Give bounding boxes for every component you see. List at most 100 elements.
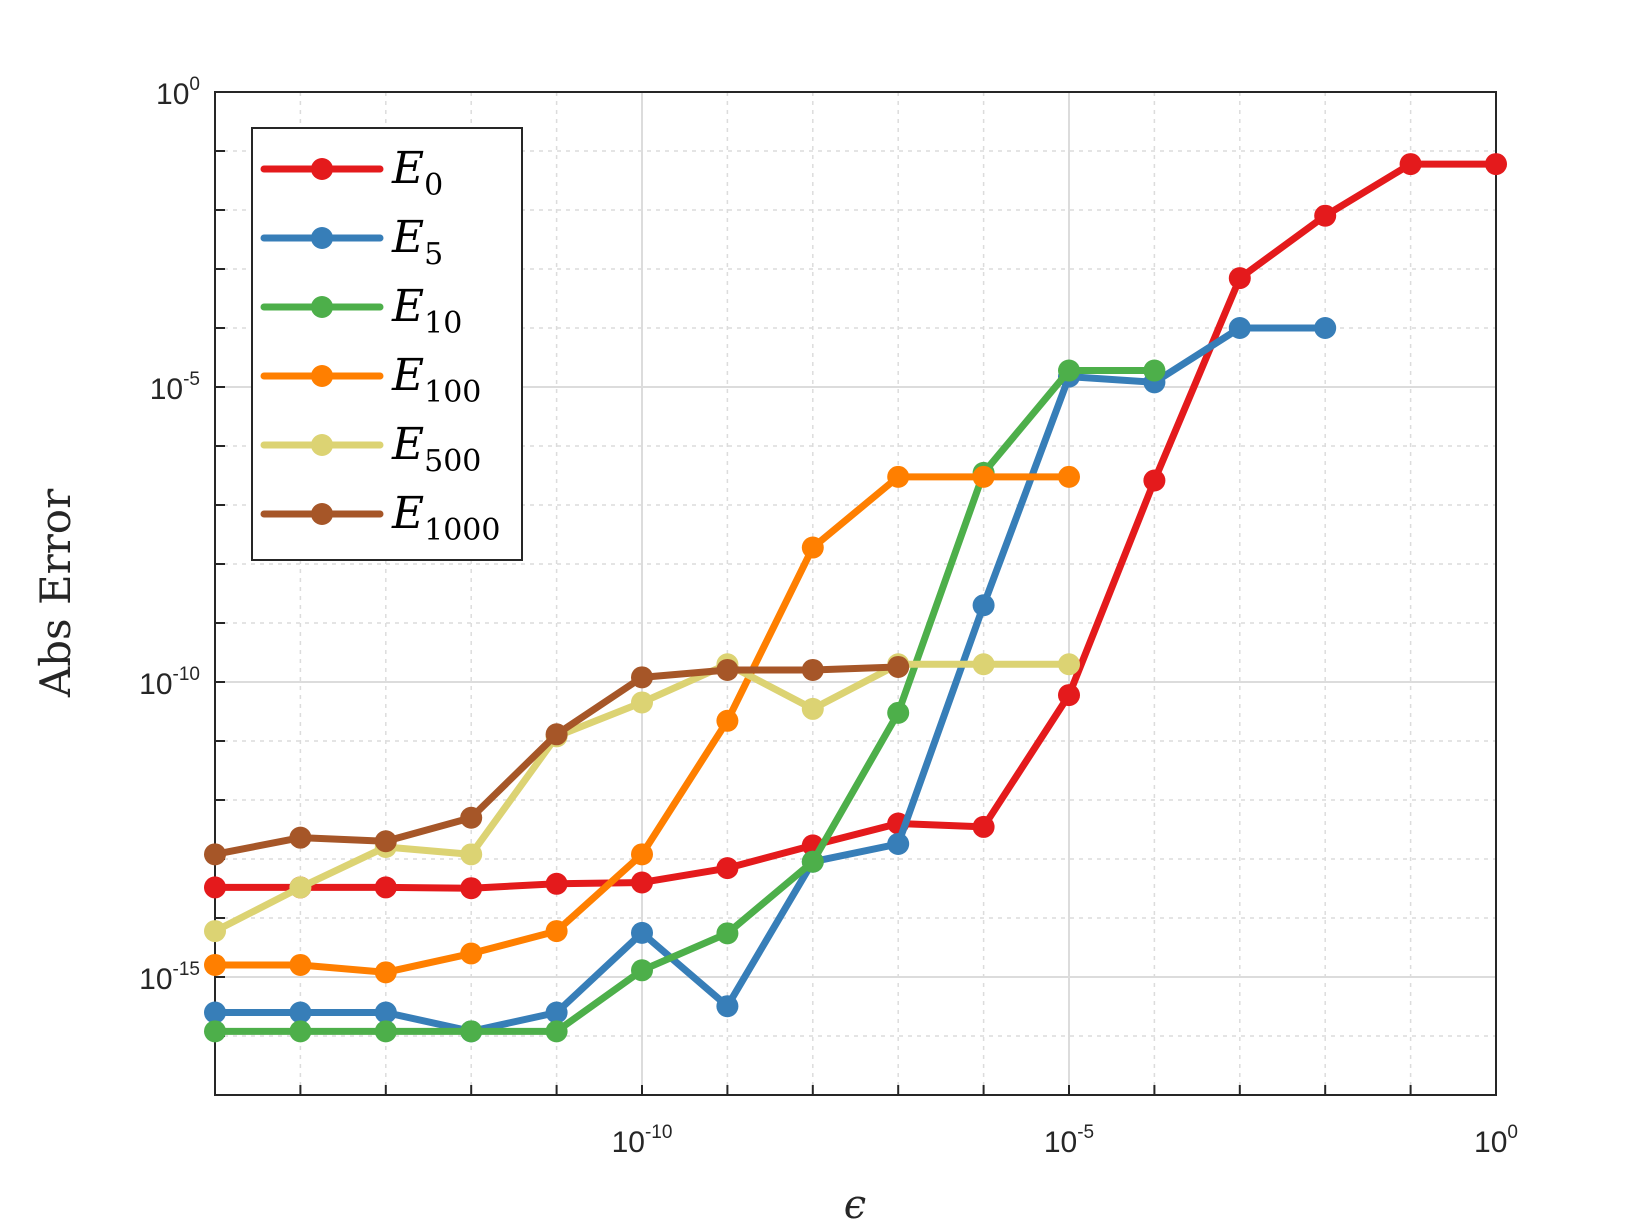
- data-point: [460, 942, 483, 965]
- data-point: [460, 843, 483, 866]
- data-point: [801, 850, 824, 873]
- data-point: [972, 815, 995, 838]
- axes-layer: 10-10 10-5 100 10-15 10-10 10-5 100: [139, 74, 1518, 1159]
- data-point: [545, 920, 568, 943]
- data-point: [1228, 267, 1251, 290]
- data-point: [887, 832, 910, 855]
- data-point: [1228, 317, 1251, 339]
- legend: E0 E5 E10 E100 E500 E1000: [251, 127, 523, 561]
- data-point: [631, 666, 653, 689]
- data-point: [289, 826, 312, 849]
- data-point: [631, 921, 653, 944]
- data-point: [374, 1001, 397, 1024]
- legend-swatch-marker: [311, 227, 333, 249]
- x-tick-label: 100: [1474, 1122, 1518, 1159]
- series-5: [204, 317, 1337, 1043]
- data-point: [1399, 153, 1422, 176]
- data-point: [716, 857, 739, 880]
- data-point: [801, 658, 824, 681]
- data-point: [1058, 465, 1080, 488]
- data-point: [289, 1020, 312, 1043]
- data-point: [716, 658, 739, 681]
- legend-swatch-marker: [311, 296, 333, 318]
- series-line: [211, 160, 1500, 892]
- data-point: [460, 1020, 483, 1043]
- data-point: [1058, 653, 1080, 676]
- legend-item-0: E0: [260, 143, 443, 203]
- y-tick-label: 10-10: [139, 664, 200, 701]
- x-tick-label: 10-10: [612, 1122, 673, 1159]
- data-point: [1058, 359, 1080, 382]
- legend-label: E5: [391, 212, 443, 272]
- data-point: [887, 701, 910, 724]
- data-point: [631, 871, 653, 894]
- legend-swatch-marker: [311, 158, 333, 180]
- y-tick-label: 100: [156, 74, 200, 111]
- plot-frame: [214, 91, 1497, 1096]
- data-point: [204, 953, 226, 976]
- data-point: [204, 1001, 226, 1024]
- data-point: [631, 843, 653, 866]
- data-point: [1058, 684, 1080, 707]
- legend-item-100: E100: [260, 350, 481, 410]
- legend-box: [251, 127, 523, 561]
- data-point: [716, 709, 739, 732]
- data-point: [631, 691, 653, 714]
- data-point: [204, 876, 226, 899]
- y-tick-label: 10-5: [150, 369, 200, 406]
- data-point: [1314, 204, 1337, 227]
- series-100: [204, 465, 1080, 984]
- y-axis-label: Abs Error: [31, 488, 80, 698]
- y-tick-label: 10-15: [139, 959, 200, 996]
- x-tick-label: 10-5: [1044, 1122, 1094, 1159]
- data-point: [1314, 317, 1337, 339]
- data-point: [460, 806, 483, 829]
- legend-label: E0: [391, 143, 443, 203]
- series-line: [211, 367, 1158, 1035]
- data-point: [545, 872, 568, 895]
- legend-item-1000: E1000: [260, 488, 500, 548]
- data-point: [716, 922, 739, 945]
- legend-label: E1000: [391, 488, 500, 548]
- data-point: [972, 653, 995, 676]
- data-point: [716, 995, 739, 1018]
- data-point: [801, 536, 824, 559]
- data-point: [1143, 359, 1166, 382]
- legend-item-500: E500: [260, 419, 481, 479]
- data-point: [374, 876, 397, 899]
- data-point: [545, 1020, 568, 1043]
- x-axis-label: ϵ: [844, 1182, 866, 1225]
- data-point: [1143, 469, 1166, 492]
- legend-item-10: E10: [260, 281, 462, 341]
- data-point: [289, 876, 312, 899]
- legend-label: E100: [391, 350, 481, 410]
- data-point: [374, 961, 397, 984]
- data-point: [374, 1020, 397, 1043]
- data-point: [204, 1020, 226, 1043]
- series-line: [211, 324, 1329, 1035]
- data-point: [887, 465, 910, 488]
- data-point: [801, 697, 824, 720]
- data-point: [545, 723, 568, 746]
- data-point: [972, 465, 995, 488]
- series-layer: [204, 153, 1507, 1043]
- data-point: [204, 920, 226, 943]
- legend-swatch-marker: [311, 434, 333, 456]
- data-point: [289, 1001, 312, 1024]
- data-point: [631, 959, 653, 982]
- data-point: [204, 843, 226, 866]
- data-point: [289, 953, 312, 976]
- legend-item-5: E5: [260, 212, 443, 272]
- series-1000: [204, 655, 910, 866]
- data-point: [374, 830, 397, 853]
- data-point: [887, 655, 910, 678]
- legend-swatch-marker: [311, 365, 333, 387]
- legend-label: E500: [391, 419, 481, 479]
- legend-label: E10: [391, 281, 462, 341]
- data-point: [972, 594, 995, 617]
- legend-swatch-marker: [311, 503, 333, 525]
- data-point: [545, 1001, 568, 1024]
- data-point: [1485, 153, 1507, 176]
- data-point: [460, 877, 483, 900]
